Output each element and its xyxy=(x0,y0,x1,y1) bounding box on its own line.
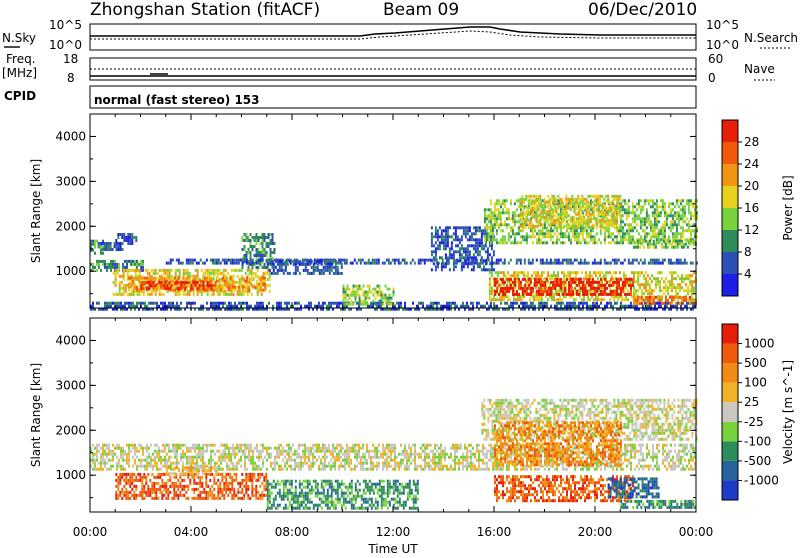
velocity-region xyxy=(115,473,267,500)
power-colorbar-tick-label: 12 xyxy=(744,223,759,237)
power-y-tick-label: 4000 xyxy=(55,129,86,143)
x-axis-title: Time UT xyxy=(367,542,418,554)
beam-label: Beam 09 xyxy=(383,0,459,20)
velocity-colorbar-segment xyxy=(722,480,738,500)
power-colorbar-segment xyxy=(722,164,738,186)
velocity-data-cells xyxy=(90,399,697,510)
x-tick-label: 00:00 xyxy=(73,525,108,539)
power-y-axis-label: Slant Range [km] xyxy=(29,159,43,263)
velocity-y-tick-label: 1000 xyxy=(55,468,86,482)
velocity-colorbar-tick-label: -1000 xyxy=(744,473,779,487)
velocity-y-tick-label: 3000 xyxy=(55,378,86,392)
x-tick-label: 08:00 xyxy=(275,525,310,539)
velocity-colorbar-tick-label: 1000 xyxy=(744,337,775,351)
freq-left-top: 18 xyxy=(63,52,78,66)
date-label: 06/Dec/2010 xyxy=(588,0,697,20)
velocity-colorbar-tick-label: -500 xyxy=(744,454,771,468)
velocity-colorbar-label: Velocity [m s^-1] xyxy=(781,360,795,464)
power-colorbar-segment xyxy=(722,230,738,252)
station-title: Zhongshan Station (fitACF) xyxy=(90,0,320,20)
velocity-colorbar-tick-label: -25 xyxy=(744,415,764,429)
velocity-colorbar-segment xyxy=(722,402,738,422)
velocity-colorbar-tick-label: 100 xyxy=(744,376,767,390)
cpid-panel: CPID normal (fast stereo) 153 xyxy=(4,86,696,108)
noise-right-top: 10^5 xyxy=(706,18,739,32)
velocity-region xyxy=(481,399,697,441)
velocity-y-axis-label: Slant Range [km] xyxy=(29,363,43,467)
power-colorbar-segment xyxy=(722,274,738,296)
power-region xyxy=(267,260,343,275)
power-colorbar: 28 24 20 16 12 8 4 Power [dB] xyxy=(722,120,795,296)
power-colorbar-tick-label: 28 xyxy=(744,135,759,149)
noise-panel: N.Sky 10^5 10^0 10^5 10^0 N.Search xyxy=(2,18,798,52)
power-region xyxy=(343,285,395,306)
cpid-mode-text: normal (fast stereo) 153 xyxy=(94,93,260,107)
power-colorbar-segment xyxy=(722,186,738,208)
power-y-tick-label: 1000 xyxy=(55,264,86,278)
velocity-colorbar-segment xyxy=(722,344,738,364)
power-colorbar-tick-label: 4 xyxy=(744,267,752,281)
velocity-colorbar-tick-label: -100 xyxy=(744,434,771,448)
noise-sky-trace xyxy=(90,27,696,36)
freq-left-label-line1: Freq. xyxy=(6,52,36,66)
velocity-region xyxy=(494,421,622,466)
frequency-panel: Freq. [MHz] 18 8 60 0 Nave xyxy=(2,52,775,85)
power-y-tick-label: 3000 xyxy=(55,174,86,188)
cpid-label: CPID xyxy=(4,89,36,103)
power-colorbar-tick-label: 24 xyxy=(744,157,759,171)
velocity-colorbar-segment xyxy=(722,363,738,383)
power-heatmap-panel: 1000 2000 3000 4000 Slant Range [km] 28 24 20 16… xyxy=(29,114,795,311)
noise-right-label: N.Search xyxy=(744,31,798,45)
velocity-colorbar-segment xyxy=(722,324,738,344)
x-tick-label: 16:00 xyxy=(477,525,512,539)
freq-right-label: Nave xyxy=(744,62,775,76)
power-colorbar-segment xyxy=(722,120,738,142)
power-region xyxy=(431,226,495,271)
x-tick-label: 00:00 xyxy=(679,525,714,539)
freq-left-label-line2: [MHz] xyxy=(2,66,37,80)
power-colorbar-segment xyxy=(722,252,738,274)
x-tick-label: 20:00 xyxy=(578,525,613,539)
noise-left-label: N.Sky xyxy=(2,31,36,45)
velocity-colorbar-segment xyxy=(722,383,738,403)
velocity-y-tick-label: 4000 xyxy=(55,333,86,347)
x-tick-label: 12:00 xyxy=(376,525,411,539)
power-region xyxy=(633,240,697,249)
velocity-colorbar-tick-label: 25 xyxy=(744,395,759,409)
velocity-region xyxy=(267,480,419,510)
power-colorbar-segment xyxy=(722,208,738,230)
power-colorbar-tick-label: 8 xyxy=(744,245,752,259)
velocity-region xyxy=(620,500,696,509)
power-y-tick-label: 2000 xyxy=(55,219,86,233)
velocity-y-tick-label: 2000 xyxy=(55,423,86,437)
velocity-colorbar-segment xyxy=(722,441,738,461)
velocity-colorbar-segment xyxy=(722,422,738,442)
freq-right-bottom: 0 xyxy=(708,71,716,85)
time-axis: 00:00 04:00 08:00 12:00 16:00 20:00 00:00 xyxy=(73,525,714,539)
noise-right-bottom: 10^0 xyxy=(706,38,739,52)
x-tick-label: 04:00 xyxy=(174,525,209,539)
freq-right-top: 60 xyxy=(708,52,723,66)
noise-left-top: 10^5 xyxy=(49,18,82,32)
power-data-cells xyxy=(90,195,698,311)
noise-left-bottom: 10^0 xyxy=(49,38,82,52)
power-colorbar-tick-label: 20 xyxy=(744,179,759,193)
power-colorbar-tick-label: 16 xyxy=(744,201,759,215)
velocity-colorbar-segment xyxy=(722,461,738,481)
power-colorbar-label: Power [dB] xyxy=(781,175,795,240)
velocity-colorbar-tick-label: 500 xyxy=(744,356,767,370)
freq-left-bottom: 8 xyxy=(67,71,75,85)
power-colorbar-segment xyxy=(722,142,738,164)
